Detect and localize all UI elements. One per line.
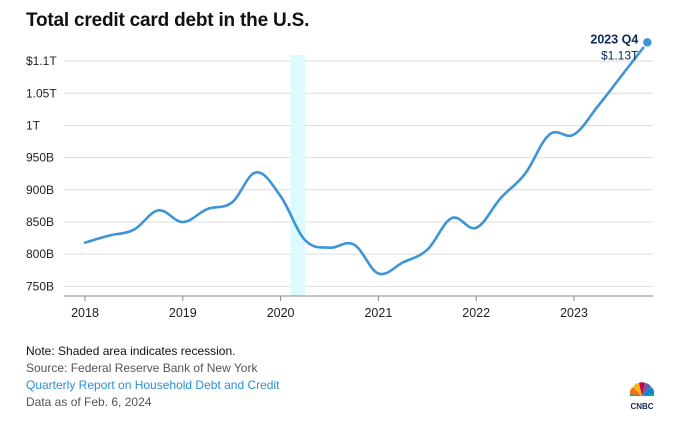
y-tick-label: $1.1T — [26, 54, 57, 68]
chart-title: Total credit card debt in the U.S. — [26, 10, 310, 31]
latest-data-point — [641, 36, 654, 49]
x-tick-label: 2023 — [560, 306, 588, 320]
y-tick-label: 800B — [26, 247, 54, 261]
source-text: Source: Federal Reserve Bank of New York — [26, 361, 258, 375]
x-tick-label: 2018 — [71, 306, 99, 320]
y-axis-ticks: 750B 800B 850B 900B 950B 1T 1.05T $1.1T — [26, 54, 57, 293]
annotation-period: 2023 Q4 — [590, 32, 638, 46]
y-tick-label: 750B — [26, 279, 54, 293]
cnbc-logo: CNBC — [629, 382, 655, 411]
x-tick-label: 2019 — [169, 306, 197, 320]
recession-shading — [290, 55, 306, 296]
y-tick-label: 1T — [26, 118, 41, 132]
gridlines — [64, 60, 653, 287]
x-axis-ticks: 2018 2019 2020 2021 2022 2023 — [71, 296, 588, 320]
recession-note: Note: Shaded area indicates recession. — [26, 344, 236, 358]
x-tick-label: 2022 — [462, 306, 490, 320]
credit-card-debt-line — [83, 41, 649, 276]
data-as-of: Data as of Feb. 6, 2024 — [26, 395, 152, 409]
y-tick-label: 950B — [26, 151, 54, 165]
y-tick-label: 850B — [26, 215, 54, 229]
x-tick-label: 2021 — [364, 306, 392, 320]
x-tick-label: 2020 — [267, 306, 295, 320]
report-link[interactable]: Quarterly Report on Household Debt and C… — [26, 378, 280, 392]
annotation-value: $1.13T — [601, 48, 639, 62]
svg-text:CNBC: CNBC — [630, 402, 653, 411]
y-tick-label: 1.05T — [26, 86, 57, 100]
y-tick-label: 900B — [26, 183, 54, 197]
